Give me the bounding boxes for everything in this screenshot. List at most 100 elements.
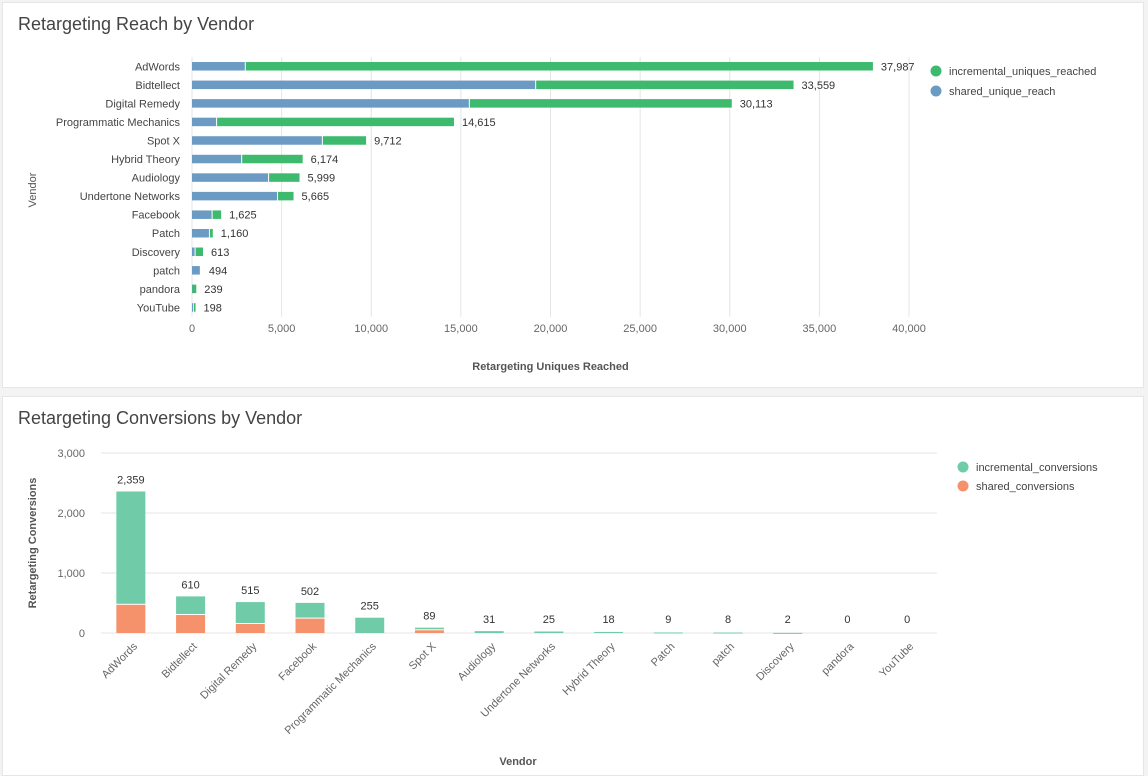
x-tick-label: Audiology (456, 640, 499, 683)
bar-total-label: 33,559 (802, 80, 836, 92)
bar-total-label: 14,615 (462, 117, 496, 129)
bar-total-label: 2,359 (117, 474, 145, 486)
reach-chart: 0 5,000 10,000 15,000 20,000 25,000 30,000 35,0… (27, 57, 1096, 373)
legend-label: incremental_conversions (976, 462, 1098, 474)
bar-segment-shared_conversions (176, 615, 206, 633)
bar-segment-incremental_conversions (594, 631, 624, 633)
bar-segment-incremental_conversions (414, 627, 444, 630)
x-axis-title: Retargeting Uniques Reached (472, 361, 628, 373)
y-tick-label: Hybrid Theory (111, 154, 180, 166)
bar-total-label: 1,625 (229, 210, 257, 222)
x-tick-label: Hybrid Theory (560, 640, 618, 698)
y-tick-label: 2,000 (57, 508, 85, 520)
y-tick-label: Spot X (147, 135, 181, 147)
bar-total-label: 6,174 (311, 154, 339, 166)
bar-segment-incremental_uniques_reached (242, 154, 303, 164)
x-tick-label: 40,000 (892, 323, 926, 335)
bar-segment-shared_unique_reach (192, 303, 193, 312)
bar-segment-incremental_conversions (773, 632, 803, 634)
bar-total-label: 9,712 (374, 135, 402, 147)
bar-segment-incremental_uniques_reached (217, 117, 454, 127)
bar-segment-shared_conversions (295, 618, 325, 633)
bar-total-label: 30,113 (740, 98, 773, 110)
bar-segment-shared_unique_reach (192, 173, 269, 182)
x-tick-label: Digital Remedy (198, 640, 260, 702)
bar-segment-shared_unique_reach (192, 80, 536, 90)
legend-label: shared_unique_reach (949, 86, 1055, 98)
bar-segment-incremental_uniques_reached (209, 228, 213, 238)
y-tick-label: Digital Remedy (105, 98, 180, 110)
bar-total-label: 25 (543, 614, 555, 626)
bar-segment-incremental_uniques_reached (322, 136, 367, 145)
bar-segment-shared_unique_reach (192, 136, 322, 145)
y-tick-label: patch (153, 265, 180, 277)
bar-segment-incremental_uniques_reached (245, 62, 873, 71)
bar-segment-incremental_conversions (355, 617, 385, 633)
conversions-chart-panel: Retargeting Conversions by Vendor 0 1,000… (2, 396, 1144, 776)
bar-segment-shared_unique_reach (192, 62, 245, 71)
y-tick-label: 1,000 (57, 568, 85, 580)
bar-segment-incremental_uniques_reached (192, 284, 197, 294)
bar-total-label: 239 (204, 284, 222, 296)
x-tick-label: patch (710, 641, 738, 669)
x-tick-label: 35,000 (803, 323, 837, 335)
bar-segment-incremental_uniques_reached (212, 210, 222, 219)
x-tick-label: 30,000 (713, 323, 747, 335)
legend-marker-incremental_conversions (957, 461, 969, 473)
y-tick-label: 3,000 (57, 448, 85, 460)
conversions-chart-title: Retargeting Conversions by Vendor (18, 408, 303, 428)
x-tick-label: Bidtellect (160, 641, 200, 681)
bar-total-label: 502 (301, 586, 319, 598)
bar-segment-shared_unique_reach (192, 191, 278, 201)
y-tick-label: AdWords (135, 61, 181, 73)
legend-label: incremental_uniques_reached (949, 66, 1096, 78)
bar-segment-shared_unique_reach (192, 266, 200, 275)
x-tick-label: 5,000 (268, 323, 296, 335)
bar-segment-incremental_conversions (116, 491, 146, 604)
bar-total-label: 9 (665, 614, 671, 626)
y-tick-label: pandora (140, 284, 181, 296)
y-tick-label: Discovery (132, 247, 181, 259)
y-tick-label: YouTube (137, 302, 180, 314)
y-axis-title: Vendor (27, 172, 39, 207)
bar-segment-shared_conversions (414, 630, 444, 633)
bar-segment-incremental_conversions (474, 631, 504, 633)
y-tick-label: Patch (152, 228, 180, 240)
bar-total-label: 5,665 (302, 191, 330, 203)
y-axis-title: Retargeting Conversions (27, 478, 39, 609)
x-tick-label: 20,000 (534, 323, 568, 335)
legend-marker-shared_unique_reach (930, 85, 942, 97)
bar-total-label: 5,999 (308, 173, 336, 185)
bar-total-label: 31 (483, 614, 495, 626)
bar-segment-shared_unique_reach (192, 228, 209, 238)
legend-marker-shared_conversions (957, 480, 969, 492)
bar-total-label: 515 (241, 585, 259, 597)
x-tick-label: Patch (649, 641, 677, 669)
x-tick-label: 10,000 (354, 323, 388, 335)
x-tick-label: 25,000 (623, 323, 657, 335)
bar-total-label: 2 (785, 614, 791, 626)
bar-segment-incremental_conversions (534, 631, 564, 633)
bar-segment-incremental_uniques_reached (195, 247, 203, 257)
bar-total-label: 0 (844, 614, 850, 626)
y-tick-label: Undertone Networks (80, 191, 181, 203)
legend-label: shared_conversions (976, 481, 1075, 493)
x-tick-label: 0 (189, 323, 195, 335)
bar-segment-incremental_uniques_reached (469, 99, 732, 108)
reach-chart-panel: Retargeting Reach by Vendor 0 5,000 10,000… (2, 2, 1144, 388)
x-axis-title: Vendor (499, 756, 537, 768)
bar-segment-incremental_uniques_reached (278, 191, 294, 201)
y-tick-label: Audiology (132, 173, 181, 185)
y-tick-label: Programmatic Mechanics (56, 117, 181, 129)
bar-total-label: 1,160 (221, 228, 249, 240)
x-tick-label: pandora (820, 640, 858, 678)
conversions-chart: 0 1,000 2,000 3,000 2,359 AdWords 610 Bidtellec… (27, 448, 1098, 768)
y-tick-label: 0 (79, 628, 85, 640)
bar-segment-incremental_conversions (713, 632, 743, 634)
y-tick-label: Facebook (132, 210, 181, 222)
x-tick-label: YouTube (877, 641, 916, 680)
bar-segment-incremental_uniques_reached (193, 303, 196, 312)
x-tick-label: AdWords (100, 640, 141, 681)
bar-segment-shared_unique_reach (192, 247, 195, 257)
bar-segment-shared_unique_reach (192, 210, 212, 219)
